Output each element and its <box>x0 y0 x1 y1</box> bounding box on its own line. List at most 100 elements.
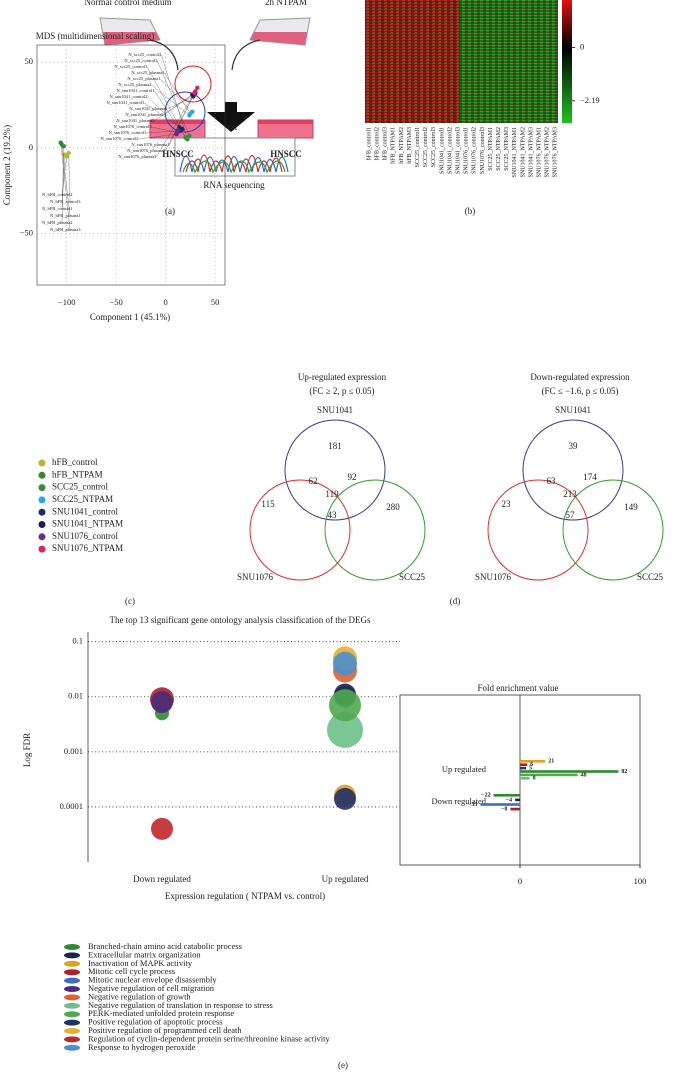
legend-label: Regulation of cyclin-dependent protein s… <box>88 1033 330 1043</box>
set-label: SNU1076 <box>237 572 274 582</box>
legend-label: PERK-mediated unfolded protein response <box>88 1008 234 1018</box>
legend-marker <box>38 521 46 528</box>
region-count: 92 <box>348 472 357 482</box>
legend-marker <box>64 960 80 967</box>
bar <box>520 766 526 770</box>
leader-line <box>154 94 193 122</box>
value-label: −8 <box>501 806 507 812</box>
point-label: N_snu1076_control2 <box>101 136 139 141</box>
region-count: 174 <box>583 472 597 482</box>
region-count: 119 <box>325 489 339 499</box>
label: vs. <box>227 122 237 132</box>
legend-label: Negative regulation of growth <box>88 991 191 1001</box>
column-label: SNU1041_NTPAM1 <box>512 127 518 177</box>
legend-marker <box>64 1019 80 1026</box>
leader-line <box>138 133 177 140</box>
column-label: SNU1076_NTPAM2 <box>545 127 551 177</box>
heatmap-right <box>460 0 558 123</box>
column-label: SCC25_control1 <box>415 127 421 167</box>
point <box>61 143 66 149</box>
chart-title: The top 13 significant gene ontology ana… <box>110 615 371 625</box>
chart-subtitle: (FC ≥ 2, p ≤ 0.05) <box>309 386 374 396</box>
leader-line <box>160 78 193 112</box>
point <box>66 150 71 156</box>
value-label: −22 <box>481 793 490 799</box>
column-label: SNU1041_control2 <box>447 127 453 174</box>
legend-label: Mitotic cell cycle process <box>88 966 175 976</box>
legend-label: SCC25_control <box>52 482 109 492</box>
column-label: SNU1076_NTPAM3 <box>553 127 559 177</box>
legend-label: Negative regulation of translation in re… <box>88 1000 273 1010</box>
bubble <box>334 787 356 810</box>
region-count: 43 <box>328 510 338 520</box>
set-label: SCC25 <box>399 572 426 582</box>
colorbar-tick-label: 0 <box>580 41 584 51</box>
point-label: N_hFB_control2 <box>42 192 73 197</box>
x-tick-label: 50 <box>211 297 220 307</box>
legend-marker <box>64 1036 80 1043</box>
legend-marker <box>64 969 80 976</box>
legend-marker <box>38 459 46 467</box>
region-count: 23 <box>502 499 512 509</box>
point-label: N_snu1076_plasma2 <box>127 148 165 153</box>
leader-line <box>161 54 188 140</box>
legend-label: hFB_NTPAM <box>52 469 103 479</box>
x-tick-label: 100 <box>634 876 647 886</box>
legend-label: Extracellular matrix organization <box>88 949 201 959</box>
leader-line <box>156 92 195 158</box>
legend-marker <box>64 1028 80 1034</box>
point-label: N_snu1041_control3 <box>106 100 145 105</box>
region-count: 115 <box>261 499 275 509</box>
y-tick-label: 0.01 <box>68 691 83 701</box>
point-label: N_scc25_plasma2 <box>118 82 151 87</box>
region-count: 63 <box>547 476 557 486</box>
bubble <box>333 651 357 676</box>
chart-title: Up-regulated expression <box>298 372 387 382</box>
bar <box>493 794 520 797</box>
point <box>176 128 181 133</box>
chart-title: MDS (multidimensional scaling) <box>36 31 155 41</box>
legend-marker <box>64 994 80 1001</box>
illustration <box>99 17 314 177</box>
value-label: 8 <box>533 776 536 782</box>
y-tick-label: 0.0001 <box>60 801 83 811</box>
label: HNSCC <box>162 149 194 159</box>
point-label: N_hFB_control1 <box>42 206 73 211</box>
legend-marker <box>64 986 80 992</box>
point <box>58 140 63 145</box>
legend-marker <box>64 944 80 950</box>
value-label: 6 <box>530 762 533 768</box>
point-label: N_hFB_plasma3 <box>50 227 81 232</box>
label: (a) <box>165 206 175 216</box>
leader-line <box>157 60 190 136</box>
column-label: SNU1041_NTPAM2 <box>520 127 526 177</box>
column-label: SNU1076_control2 <box>472 127 478 174</box>
chart-title: Down-regulated expression <box>530 372 630 382</box>
legend-marker <box>38 484 46 492</box>
value-label: −4 <box>506 797 512 803</box>
legend-marker <box>38 545 46 553</box>
plot-frame <box>36 44 226 286</box>
bubble <box>151 817 173 840</box>
category-label: Down regulated <box>431 796 486 806</box>
legend-label: SNU1041_control <box>52 506 118 516</box>
column-label: SNU1076_control3 <box>480 127 486 174</box>
legend-marker <box>64 1002 80 1009</box>
point-label: N_scc25_plasma3 <box>131 70 165 75</box>
column-label: SCC25_control2 <box>423 127 429 167</box>
bubble <box>327 711 363 748</box>
region-count: 39 <box>569 441 579 451</box>
legend-marker <box>64 1011 80 1018</box>
column-label: hFB_NTPAM1 <box>391 127 397 164</box>
legend-label: Response to hydrogen peroxide <box>88 1042 196 1052</box>
leader-line <box>163 92 196 116</box>
leader-line <box>60 142 71 231</box>
x-tick-label: 0 <box>164 297 168 307</box>
point-label: N_snu1041_plasma2 <box>116 118 154 123</box>
point-label: N_snu1041_control1 <box>116 88 154 93</box>
column-label: hFB_control2 <box>374 127 380 160</box>
leader-line <box>151 84 190 116</box>
bar <box>520 773 578 777</box>
y-tick-label: −50 <box>20 228 33 238</box>
